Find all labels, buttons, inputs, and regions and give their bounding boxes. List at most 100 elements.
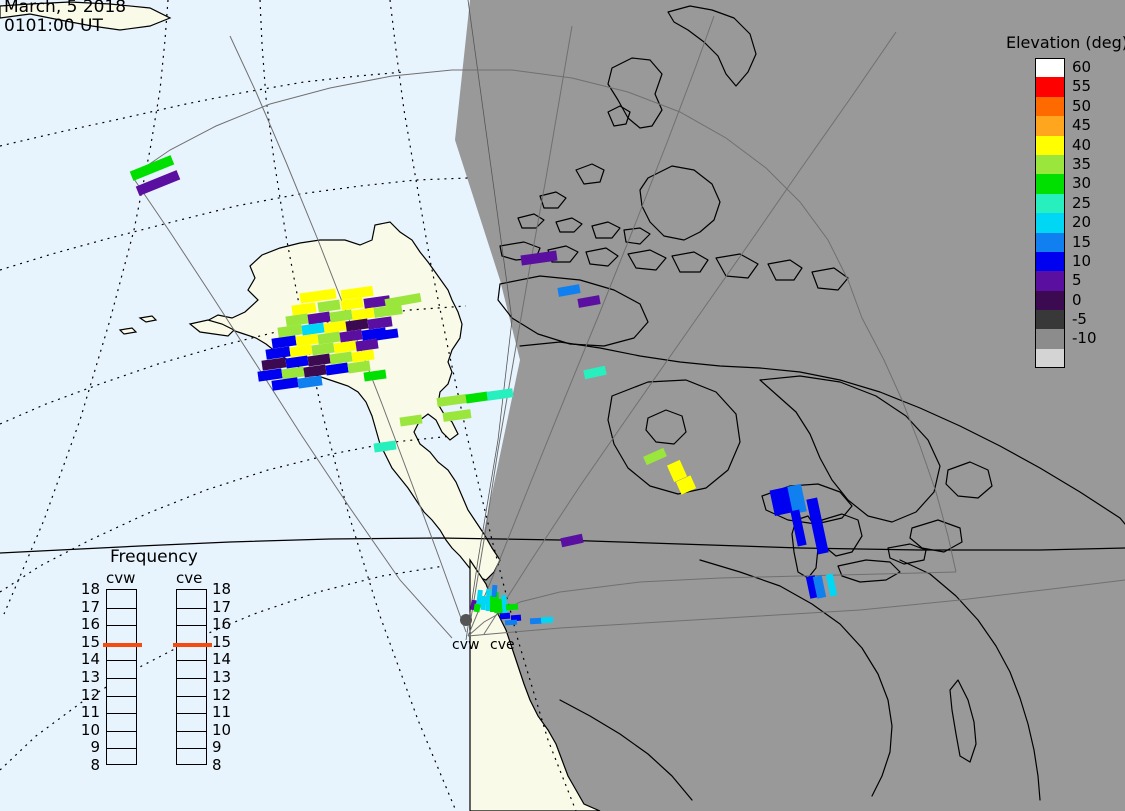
colorbar-tick-label: 45 xyxy=(1072,116,1092,135)
landmass-group xyxy=(0,1,601,811)
frequency-label-right: 10 xyxy=(212,720,232,739)
frequency-tick xyxy=(177,695,206,697)
frequency-tick xyxy=(107,660,136,662)
island-cluster-b xyxy=(575,163,605,185)
colorbar-tick-label: 60 xyxy=(1072,58,1092,76)
colorbar-swatch-4 xyxy=(1035,135,1065,155)
frequency-tick xyxy=(177,660,206,662)
nova-scotia xyxy=(909,519,963,553)
frequency-tick xyxy=(107,625,136,627)
colorbar-swatch-3 xyxy=(1035,116,1065,136)
colorbar-swatch-1 xyxy=(1035,77,1065,97)
colorbar-swatch-12 xyxy=(1035,290,1065,311)
frequency-label-left: 10 xyxy=(80,720,100,739)
colorbar-tick-label: 55 xyxy=(1072,77,1092,96)
colorbar-swatch-2 xyxy=(1035,96,1065,117)
colorbar-tick-label: 50 xyxy=(1072,96,1092,115)
colorbar-swatch-11 xyxy=(1035,271,1065,291)
colorbar-tick-label: 5 xyxy=(1072,271,1082,290)
island-cluster-e xyxy=(555,217,583,233)
colorbar-swatch-8 xyxy=(1035,213,1065,233)
hudson-bay xyxy=(607,379,741,495)
frequency-label-right: 16 xyxy=(212,615,232,634)
canada-mainland-north xyxy=(519,341,1125,525)
great-lakes-erie xyxy=(837,559,901,583)
colorbar-tick-label: 0 xyxy=(1072,290,1082,309)
frequency-label-left: 16 xyxy=(80,615,100,634)
frequency-tick xyxy=(177,625,206,627)
island-cluster-a xyxy=(607,105,631,127)
colorbar-swatches xyxy=(1035,58,1065,369)
island-cluster-l xyxy=(671,251,709,273)
page-title: March, 5 2018 0101:00 UT xyxy=(4,0,126,36)
colorbar-swatch-5 xyxy=(1035,154,1065,175)
colorbar-tick-label: 15 xyxy=(1072,232,1092,251)
island-cluster-d xyxy=(517,213,545,229)
frequency-label-right: 14 xyxy=(212,650,232,669)
frequency-label-left: 15 xyxy=(80,632,100,651)
fov-cve-right-edge xyxy=(483,31,897,635)
frequency-label-left: 18 xyxy=(80,580,100,598)
night-coastline-group xyxy=(0,5,1125,801)
island-cluster-n xyxy=(767,259,803,281)
great-lakes-ontario xyxy=(887,543,927,565)
frequency-label-left: 17 xyxy=(80,597,100,616)
frequency-tick xyxy=(107,642,136,644)
newfoundland xyxy=(945,461,993,499)
frequency-tick xyxy=(177,713,206,715)
island-cluster-m xyxy=(715,253,759,279)
colorbar-tick-label: 40 xyxy=(1072,135,1092,154)
alaska-landmass xyxy=(203,221,501,581)
station-marker-cvw xyxy=(460,614,472,626)
colorbar-tick-label: 10 xyxy=(1072,251,1092,270)
frequency-tick xyxy=(107,730,136,732)
colorbar-labels: 60 55 50 45 40 35 30 25 20 15 10 5 0 -5 -10 xyxy=(1072,58,1122,349)
colorbar-tick-label: 20 xyxy=(1072,213,1092,232)
colorbar-swatch-6 xyxy=(1035,174,1065,194)
colorbar-tick-label: 30 xyxy=(1072,174,1092,193)
small-island-1 xyxy=(138,315,158,323)
frequency-tick xyxy=(107,607,136,609)
frequency-marker-cve xyxy=(173,643,212,648)
frequency-label-right: 18 xyxy=(212,580,232,598)
frequency-tick xyxy=(107,678,136,679)
frequency-label-right: 17 xyxy=(212,597,232,616)
greenland-edge xyxy=(667,5,757,87)
frequency-tick xyxy=(177,607,206,609)
frequency-column-cve-label: cve xyxy=(176,569,203,587)
frequency-label-left: 11 xyxy=(80,703,100,722)
labrador-coast xyxy=(759,375,941,523)
canada-border-line xyxy=(0,537,1125,554)
frequency-column-cvw-label: cvw xyxy=(106,569,136,587)
colorbar-tick-label: -5 xyxy=(1072,310,1087,329)
colorbar-swatch-7 xyxy=(1035,193,1065,214)
frequency-label-right: 9 xyxy=(212,738,222,757)
frequency-label-right: 12 xyxy=(212,685,232,704)
title-time: 0101:00 UT xyxy=(4,16,103,36)
frequency-label-right: 13 xyxy=(212,668,232,686)
colorbar-swatch-13 xyxy=(1035,310,1065,330)
frequency-scale-cve[interactable] xyxy=(173,589,212,765)
colorbar-swatch-0 xyxy=(1035,58,1065,78)
mexico-coast xyxy=(559,699,693,801)
parallel-2 xyxy=(0,177,469,271)
island-cluster-c xyxy=(539,191,567,209)
frequency-legend-title: Frequency xyxy=(110,547,198,567)
colorbar-swatch-15 xyxy=(1035,348,1065,369)
frequency-label-left: 9 xyxy=(90,738,100,757)
frequency-tick xyxy=(177,748,206,750)
us-east-coast xyxy=(899,559,1041,801)
colorbar-swatch-10 xyxy=(1035,251,1065,272)
ellesmere-island xyxy=(607,57,663,129)
frequency-scale-cvw[interactable] xyxy=(103,589,142,765)
island-cluster-f xyxy=(591,221,621,239)
colorbar-title: Elevation (deg) xyxy=(1006,33,1125,52)
fov-cve-left-edge xyxy=(467,15,715,637)
island-cluster-k xyxy=(627,249,667,271)
frequency-label-right: 8 xyxy=(212,756,222,774)
frequency-label-left: 8 xyxy=(90,756,100,774)
station-label-cvw: cvw xyxy=(452,637,480,653)
florida-peninsula xyxy=(949,679,977,763)
